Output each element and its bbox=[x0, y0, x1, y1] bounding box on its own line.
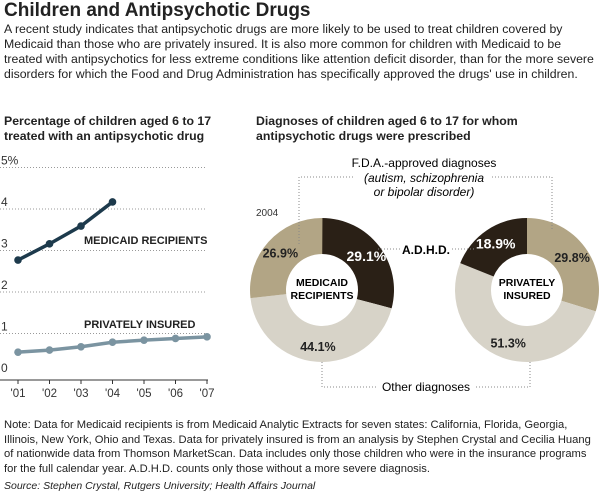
donut-center-label: RECIPIENTS bbox=[290, 290, 353, 302]
page-title: Children and Antipsychotic Drugs bbox=[4, 0, 311, 21]
data-point bbox=[77, 222, 85, 230]
data-point bbox=[108, 338, 117, 347]
data-point bbox=[171, 334, 180, 343]
fda-label: F.D.A.-approved diagnoses bbox=[352, 156, 497, 170]
slice-label: 44.1% bbox=[300, 340, 335, 354]
series-label: MEDICAID RECIPIENTS bbox=[84, 235, 207, 247]
leader-line bbox=[476, 362, 531, 388]
line-chart-title: Percentage of children aged 6 to 17 trea… bbox=[4, 114, 212, 143]
x-tick-label: '07 bbox=[200, 388, 215, 400]
charts-svg: 0 1 2 3 4 5% '01 '02 '03 '04 '05 '06 '07 MEDICAID REC… bbox=[0, 154, 600, 400]
y-tick-label: 1 bbox=[1, 320, 8, 334]
y-tick-label: 2 bbox=[1, 278, 8, 292]
donut-slice-fda bbox=[250, 218, 323, 299]
donut-center-label: PRIVATELY bbox=[499, 277, 555, 289]
slice-label: 29.1% bbox=[347, 248, 387, 264]
slice-label: 18.9% bbox=[476, 236, 516, 252]
data-point bbox=[77, 342, 85, 351]
other-label: Other diagnoses bbox=[382, 380, 470, 394]
slice-label: 29.8% bbox=[554, 251, 589, 265]
data-point bbox=[108, 198, 117, 206]
slice-label: 26.9% bbox=[263, 247, 298, 261]
slice-label: 51.3% bbox=[490, 337, 525, 351]
data-point bbox=[45, 240, 54, 248]
data-point bbox=[14, 256, 22, 264]
donut-center-label: MEDICAID bbox=[296, 277, 348, 289]
source-text: Source: Stephen Crystal, Rutgers Univers… bbox=[4, 480, 316, 492]
donut-slice-other bbox=[250, 294, 392, 363]
series-label: PRIVATELY INSURED bbox=[84, 319, 196, 331]
donut-slice-other bbox=[455, 263, 596, 362]
data-point bbox=[45, 346, 54, 354]
data-point bbox=[14, 348, 22, 356]
donut-slice-adhd bbox=[460, 218, 527, 277]
leader-line bbox=[321, 362, 378, 388]
year-label: 2004 bbox=[256, 208, 279, 219]
x-tick-label: '01 bbox=[11, 388, 26, 400]
fda-detail: or bipolar disorder) bbox=[374, 185, 475, 199]
leader-line bbox=[492, 176, 553, 230]
y-tick-label: 0 bbox=[1, 361, 8, 375]
donut-slice-fda bbox=[527, 218, 600, 312]
donut-slice-adhd bbox=[322, 218, 395, 309]
x-tick-label: '06 bbox=[168, 388, 183, 400]
fda-detail: (autism, schizophrenia bbox=[364, 171, 484, 185]
intro-text: A recent study indicates that antipsycho… bbox=[4, 22, 594, 81]
x-tick-label: '04 bbox=[105, 388, 121, 400]
x-tick-label: '03 bbox=[74, 388, 89, 400]
donut-center-label: INSURED bbox=[503, 290, 551, 302]
y-tick-label: 3 bbox=[1, 237, 8, 251]
series-line bbox=[17, 200, 114, 262]
x-tick-label: '02 bbox=[42, 388, 57, 400]
adhd-label: A.D.H.D. bbox=[402, 243, 450, 257]
note-text: Note: Data for Medicaid recipients is fr… bbox=[4, 419, 591, 475]
leader-line bbox=[298, 176, 355, 244]
x-tick-label: '05 bbox=[137, 388, 152, 400]
data-point bbox=[203, 333, 211, 341]
donut-chart-title: Diagnoses of children aged 6 to 17 for w… bbox=[256, 114, 518, 143]
data-point bbox=[140, 336, 148, 344]
y-tick-label: 4 bbox=[1, 195, 8, 209]
y-tick-label: 5% bbox=[1, 154, 19, 168]
